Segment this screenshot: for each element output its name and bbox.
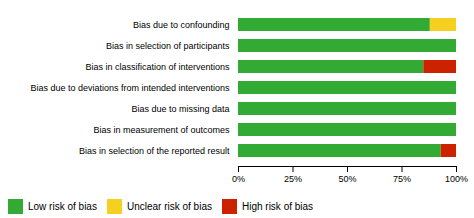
html-text:High risk of bias: High risk of bias	[242, 201, 314, 212]
svg-text:Bias in classification of inte: Bias in classification of interventions	[85, 62, 230, 72]
svg-text:Bias in selection of participa: Bias in selection of participants	[106, 41, 230, 51]
html-text:Unclear risk of bias: Unclear risk of bias	[126, 201, 212, 212]
svg-text:75%: 75%	[393, 174, 411, 184]
svg-text:Bias due to confounding: Bias due to confounding	[133, 20, 230, 30]
svg-text:25%: 25%	[284, 174, 302, 184]
svg-text:50%: 50%	[338, 174, 356, 184]
svg-text:Bias due to missing data: Bias due to missing data	[131, 104, 229, 114]
html-text:Low risk of bias: Low risk of bias	[28, 201, 97, 212]
svg-text:Bias due to deviations from in: Bias due to deviations from intended int…	[30, 83, 230, 93]
svg-text:0%: 0%	[232, 174, 245, 184]
svg-text:Bias in measurement of outcome: Bias in measurement of outcomes	[93, 125, 230, 135]
svg-text:Bias in selection of the repor: Bias in selection of the reported result	[79, 146, 230, 156]
svg-text:100%: 100%	[445, 174, 468, 184]
